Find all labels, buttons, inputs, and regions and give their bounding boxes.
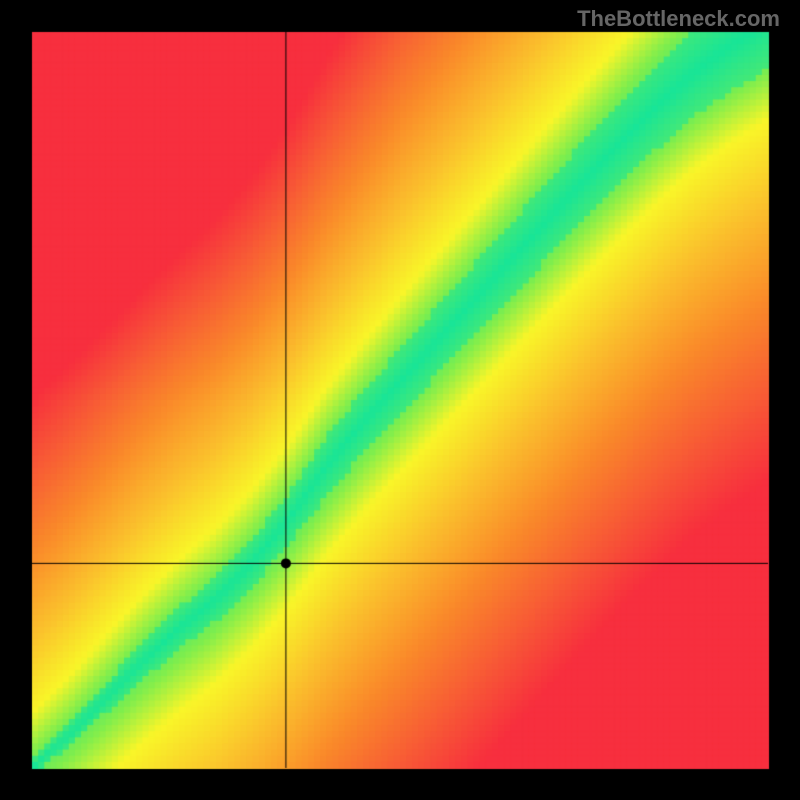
bottleneck-heatmap <box>0 0 800 800</box>
chart-container: TheBottleneck.com <box>0 0 800 800</box>
attribution-text: TheBottleneck.com <box>577 6 780 32</box>
